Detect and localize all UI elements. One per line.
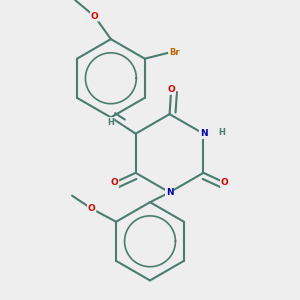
Text: O: O — [221, 178, 229, 187]
Text: H: H — [218, 128, 225, 136]
Text: O: O — [111, 178, 119, 187]
Text: N: N — [200, 129, 207, 138]
Text: N: N — [166, 188, 173, 197]
Text: O: O — [167, 85, 175, 94]
Text: O: O — [88, 204, 95, 213]
Text: Br: Br — [169, 48, 179, 57]
Text: H: H — [107, 118, 114, 127]
Text: O: O — [91, 12, 98, 21]
Text: N: N — [166, 188, 173, 197]
